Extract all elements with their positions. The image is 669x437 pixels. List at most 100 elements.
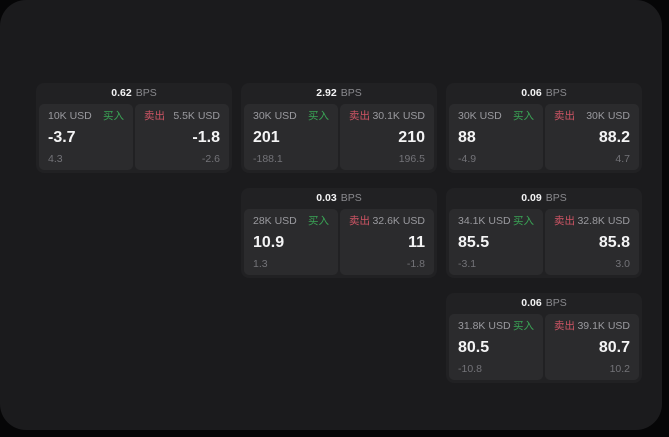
sell-panel[interactable]: 卖出 32.6K USD 11 -1.8 xyxy=(340,209,434,275)
buy-toprow: 30K USD 买入 xyxy=(458,111,534,122)
sell-label: 卖出 xyxy=(554,215,575,227)
sell-change: 10.2 xyxy=(609,362,630,375)
bps-header: 0.06 BPS xyxy=(449,83,639,104)
buy-label: 买入 xyxy=(308,110,329,122)
bps-header: 2.92 BPS xyxy=(244,83,434,104)
sell-change: 4.7 xyxy=(615,152,630,165)
sell-amount: 32.8K USD xyxy=(577,215,630,227)
sell-label: 卖出 xyxy=(349,110,370,122)
bps-value: 0.62 xyxy=(111,87,132,100)
bps-unit-label: BPS xyxy=(545,87,567,100)
quote-body: 30K USD 买入 201 -188.1 卖出 30.1K USD 210 1… xyxy=(244,104,434,170)
cards-grid: 0.62 BPS 10K USD 买入 -3.7 4.3 卖出 5.5K USD… xyxy=(36,83,642,383)
sell-label: 卖出 xyxy=(554,110,575,122)
quote-body: 28K USD 买入 10.9 1.3 卖出 32.6K USD 11 -1.8 xyxy=(244,209,434,275)
buy-toprow: 34.1K USD 买入 xyxy=(458,216,534,227)
sell-change: -1.8 xyxy=(406,257,425,270)
bps-value: 0.03 xyxy=(316,192,337,205)
buy-toprow: 30K USD 买入 xyxy=(253,111,329,122)
bps-header: 0.09 BPS xyxy=(449,188,639,209)
buy-toprow: 10K USD 买入 xyxy=(48,111,124,122)
sell-price: 85.8 xyxy=(598,233,630,251)
buy-amount: 10K USD xyxy=(48,110,92,122)
buy-amount: 30K USD xyxy=(458,110,502,122)
sell-toprow: 卖出 32.6K USD xyxy=(349,216,425,227)
buy-change: -188.1 xyxy=(253,152,283,165)
sell-label: 卖出 xyxy=(554,320,575,332)
quote-card: 0.06 BPS 30K USD 买入 88 -4.9 卖出 30K USD 8… xyxy=(446,83,642,173)
buy-price: 201 xyxy=(253,128,280,146)
sell-amount: 5.5K USD xyxy=(173,110,220,122)
sell-amount: 30.1K USD xyxy=(372,110,425,122)
sell-change: -2.6 xyxy=(201,152,220,165)
buy-toprow: 28K USD 买入 xyxy=(253,216,329,227)
buy-change: -4.9 xyxy=(458,152,477,165)
buy-label: 买入 xyxy=(308,215,329,227)
buy-toprow: 31.8K USD 买入 xyxy=(458,321,534,332)
sell-change: 3.0 xyxy=(615,257,630,270)
sell-panel[interactable]: 卖出 5.5K USD -1.8 -2.6 xyxy=(135,104,229,170)
sell-toprow: 卖出 30K USD xyxy=(554,111,630,122)
buy-change: 1.3 xyxy=(253,257,268,270)
bps-unit-label: BPS xyxy=(340,87,362,100)
sell-label: 卖出 xyxy=(144,110,165,122)
sell-toprow: 卖出 30.1K USD xyxy=(349,111,425,122)
quote-card: 0.62 BPS 10K USD 买入 -3.7 4.3 卖出 5.5K USD… xyxy=(36,83,232,173)
sell-amount: 30K USD xyxy=(586,110,630,122)
buy-panel[interactable]: 30K USD 买入 88 -4.9 xyxy=(449,104,543,170)
quote-body: 34.1K USD 买入 85.5 -3.1 卖出 32.8K USD 85.8… xyxy=(449,209,639,275)
sell-toprow: 卖出 32.8K USD xyxy=(554,216,630,227)
sell-panel[interactable]: 卖出 30.1K USD 210 196.5 xyxy=(340,104,434,170)
bps-header: 0.06 BPS xyxy=(449,293,639,314)
sell-price: -1.8 xyxy=(192,128,220,146)
quote-card: 0.09 BPS 34.1K USD 买入 85.5 -3.1 卖出 32.8K… xyxy=(446,188,642,278)
buy-label: 买入 xyxy=(103,110,124,122)
buy-panel[interactable]: 31.8K USD 买入 80.5 -10.8 xyxy=(449,314,543,380)
buy-amount: 28K USD xyxy=(253,215,297,227)
buy-change: 4.3 xyxy=(48,152,63,165)
quote-body: 31.8K USD 买入 80.5 -10.8 卖出 39.1K USD 80.… xyxy=(449,314,639,380)
sell-price: 88.2 xyxy=(598,128,630,146)
bps-value: 2.92 xyxy=(316,87,337,100)
buy-panel[interactable]: 30K USD 买入 201 -188.1 xyxy=(244,104,338,170)
sell-change: 196.5 xyxy=(398,152,425,165)
sell-price: 210 xyxy=(398,128,425,146)
buy-amount: 30K USD xyxy=(253,110,297,122)
sell-panel[interactable]: 卖出 30K USD 88.2 4.7 xyxy=(545,104,639,170)
bps-value: 0.06 xyxy=(521,87,542,100)
buy-price: 88 xyxy=(458,128,476,146)
buy-label: 买入 xyxy=(513,215,534,227)
bps-unit-label: BPS xyxy=(340,192,362,205)
buy-price: 80.5 xyxy=(458,338,490,356)
buy-price: 10.9 xyxy=(253,233,285,251)
buy-change: -3.1 xyxy=(458,257,477,270)
bps-unit-label: BPS xyxy=(545,192,567,205)
sell-panel[interactable]: 卖出 39.1K USD 80.7 10.2 xyxy=(545,314,639,380)
sell-amount: 39.1K USD xyxy=(577,320,630,332)
quote-body: 30K USD 买入 88 -4.9 卖出 30K USD 88.2 4.7 xyxy=(449,104,639,170)
buy-amount: 34.1K USD xyxy=(458,215,511,227)
quote-card: 2.92 BPS 30K USD 买入 201 -188.1 卖出 30.1K … xyxy=(241,83,437,173)
buy-label: 买入 xyxy=(513,110,534,122)
bps-value: 0.06 xyxy=(521,297,542,310)
buy-amount: 31.8K USD xyxy=(458,320,511,332)
bps-value: 0.09 xyxy=(521,192,542,205)
bps-header: 0.03 BPS xyxy=(244,188,434,209)
buy-price: 85.5 xyxy=(458,233,490,251)
sell-price: 11 xyxy=(408,233,425,251)
buy-panel[interactable]: 28K USD 买入 10.9 1.3 xyxy=(244,209,338,275)
quote-card: 0.03 BPS 28K USD 买入 10.9 1.3 卖出 32.6K US… xyxy=(241,188,437,278)
bps-unit-label: BPS xyxy=(545,297,567,310)
quote-card: 0.06 BPS 31.8K USD 买入 80.5 -10.8 卖出 39.1… xyxy=(446,293,642,383)
sell-label: 卖出 xyxy=(349,215,370,227)
sell-panel[interactable]: 卖出 32.8K USD 85.8 3.0 xyxy=(545,209,639,275)
buy-panel[interactable]: 34.1K USD 买入 85.5 -3.1 xyxy=(449,209,543,275)
sell-amount: 32.6K USD xyxy=(372,215,425,227)
bps-header: 0.62 BPS xyxy=(39,83,229,104)
buy-price: -3.7 xyxy=(48,128,76,146)
sell-price: 80.7 xyxy=(598,338,630,356)
buy-panel[interactable]: 10K USD 买入 -3.7 4.3 xyxy=(39,104,133,170)
sell-toprow: 卖出 39.1K USD xyxy=(554,321,630,332)
buy-label: 买入 xyxy=(513,320,534,332)
buy-change: -10.8 xyxy=(458,362,482,375)
